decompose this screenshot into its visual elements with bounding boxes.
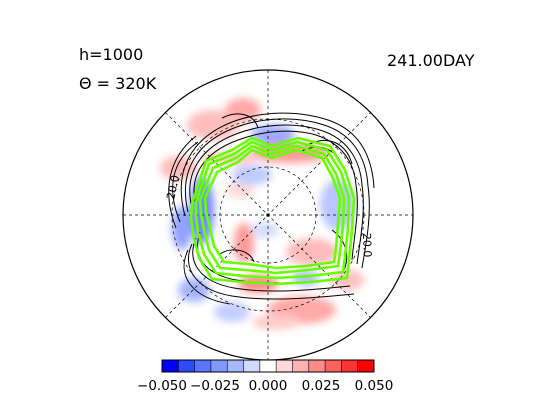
colorbar <box>161 359 375 373</box>
colorbar-tick-label: −0.025 <box>190 378 240 394</box>
colorbar-swatch <box>276 360 293 372</box>
colorbar-tick-label: 0.000 <box>249 378 288 394</box>
colorbar-swatch <box>341 360 359 372</box>
contour-labels: 20.0 20.0 <box>164 174 374 258</box>
colorbar-swatch <box>357 360 375 372</box>
height-label: h=1000 <box>79 45 144 64</box>
contour-label-right: 20.0 <box>360 233 374 258</box>
green-contours <box>189 136 356 286</box>
colorbar-swatch <box>227 360 245 372</box>
colorbar-swatch <box>325 360 342 372</box>
contour-label-left: 20.0 <box>164 174 182 201</box>
colorbar-tick-label: 0.050 <box>355 378 394 394</box>
colorbar-frame <box>161 359 375 373</box>
time-label: 241.00DAY <box>387 51 475 70</box>
colorbar-swatch <box>162 360 179 372</box>
colorbar-swatch <box>194 360 212 372</box>
colorbar-swatch <box>259 360 277 372</box>
colorbar-tick-labels: −0.050 −0.025 0.000 0.025 0.050 <box>137 378 393 394</box>
colorbar-swatch <box>308 360 326 372</box>
colorbar-swatch <box>178 360 196 372</box>
colorbar-swatch <box>210 360 228 372</box>
colorbar-swatch <box>243 360 261 372</box>
colorbar-swatch <box>292 360 310 372</box>
pole-marker <box>266 213 270 217</box>
colorbar-tick-label: 0.025 <box>302 378 341 394</box>
colorbar-tick-label: −0.050 <box>137 378 187 394</box>
theta-label: Θ = 320K <box>79 74 157 93</box>
